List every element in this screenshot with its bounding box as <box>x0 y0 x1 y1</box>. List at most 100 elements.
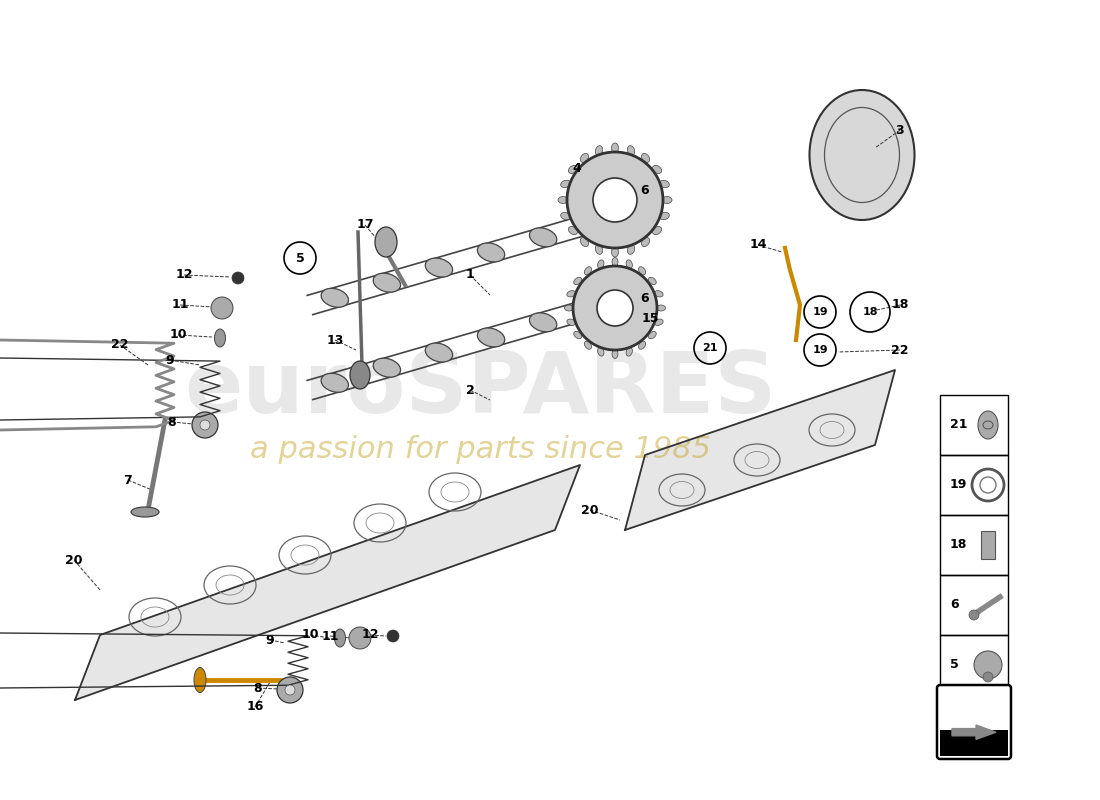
Text: a passion for parts since 1985: a passion for parts since 1985 <box>250 435 711 465</box>
Text: 7: 7 <box>123 474 132 486</box>
Ellipse shape <box>810 90 914 220</box>
Text: 19: 19 <box>950 478 967 491</box>
Text: 6: 6 <box>950 598 958 611</box>
Ellipse shape <box>564 305 573 311</box>
Text: 21: 21 <box>950 418 968 431</box>
Ellipse shape <box>612 258 618 266</box>
Ellipse shape <box>627 146 635 155</box>
Ellipse shape <box>612 143 618 153</box>
Ellipse shape <box>569 166 578 174</box>
Text: 109 02: 109 02 <box>948 695 999 708</box>
Ellipse shape <box>214 329 225 347</box>
Ellipse shape <box>574 331 582 338</box>
Text: 9: 9 <box>166 354 174 366</box>
Ellipse shape <box>581 154 589 162</box>
Circle shape <box>192 412 218 438</box>
Text: 3: 3 <box>895 123 904 137</box>
Text: 14: 14 <box>749 238 767 251</box>
Circle shape <box>211 297 233 319</box>
Text: 10: 10 <box>169 329 187 342</box>
Ellipse shape <box>584 341 592 350</box>
Ellipse shape <box>529 313 557 332</box>
Text: 21: 21 <box>702 343 717 353</box>
Text: 6: 6 <box>640 291 649 305</box>
Text: 9: 9 <box>266 634 274 646</box>
Text: 12: 12 <box>361 629 378 642</box>
Ellipse shape <box>350 361 370 389</box>
Ellipse shape <box>978 411 998 439</box>
Text: euroSPARES: euroSPARES <box>184 349 777 431</box>
Ellipse shape <box>641 154 650 162</box>
Circle shape <box>285 685 295 695</box>
Ellipse shape <box>660 180 669 188</box>
Ellipse shape <box>582 298 609 317</box>
Ellipse shape <box>375 227 397 257</box>
FancyBboxPatch shape <box>981 531 996 559</box>
Text: 12: 12 <box>175 269 192 282</box>
Ellipse shape <box>566 290 575 297</box>
Text: 4: 4 <box>573 162 582 174</box>
Text: 17: 17 <box>356 218 374 231</box>
Text: 13: 13 <box>327 334 343 346</box>
Ellipse shape <box>561 212 571 220</box>
Ellipse shape <box>595 146 603 155</box>
Text: 6: 6 <box>640 183 649 197</box>
Ellipse shape <box>574 278 582 285</box>
Polygon shape <box>75 465 580 700</box>
Text: 5: 5 <box>950 658 959 671</box>
Circle shape <box>277 677 302 703</box>
Ellipse shape <box>597 347 604 356</box>
Circle shape <box>974 651 1002 679</box>
Ellipse shape <box>657 305 665 311</box>
Ellipse shape <box>558 197 568 203</box>
Circle shape <box>232 272 244 284</box>
Ellipse shape <box>652 226 661 234</box>
Ellipse shape <box>648 278 657 285</box>
Ellipse shape <box>426 258 452 277</box>
Ellipse shape <box>612 350 618 358</box>
Text: 11: 11 <box>321 630 339 642</box>
Ellipse shape <box>612 247 618 257</box>
Text: 19: 19 <box>812 307 828 317</box>
Ellipse shape <box>561 180 571 188</box>
Ellipse shape <box>321 288 349 307</box>
Ellipse shape <box>662 197 672 203</box>
Ellipse shape <box>581 238 589 246</box>
Ellipse shape <box>426 343 452 362</box>
Circle shape <box>593 178 637 222</box>
Text: 2: 2 <box>465 383 474 397</box>
Text: 5: 5 <box>296 251 305 265</box>
Ellipse shape <box>569 226 578 234</box>
Polygon shape <box>625 370 895 530</box>
Circle shape <box>573 266 657 350</box>
Ellipse shape <box>627 245 635 254</box>
Text: 18: 18 <box>950 538 967 551</box>
Ellipse shape <box>638 266 646 275</box>
Text: 19: 19 <box>812 345 828 355</box>
Text: 15: 15 <box>641 311 659 325</box>
Ellipse shape <box>654 319 663 326</box>
Text: 18: 18 <box>862 307 878 317</box>
Text: 10: 10 <box>301 629 319 642</box>
Text: 11: 11 <box>172 298 189 311</box>
Ellipse shape <box>477 328 505 347</box>
Ellipse shape <box>321 374 349 392</box>
Circle shape <box>200 420 210 430</box>
Ellipse shape <box>626 347 632 356</box>
Text: 22: 22 <box>111 338 129 351</box>
Text: 1: 1 <box>465 269 474 282</box>
Circle shape <box>387 630 399 642</box>
Text: 20: 20 <box>581 503 598 517</box>
Text: 8: 8 <box>254 682 262 694</box>
Circle shape <box>566 152 663 248</box>
Ellipse shape <box>654 290 663 297</box>
Ellipse shape <box>638 341 646 350</box>
Ellipse shape <box>660 212 669 220</box>
Circle shape <box>969 610 979 620</box>
Ellipse shape <box>373 273 400 292</box>
Ellipse shape <box>582 213 609 232</box>
Ellipse shape <box>529 228 557 247</box>
Text: 20: 20 <box>65 554 82 566</box>
Text: 22: 22 <box>891 343 909 357</box>
Ellipse shape <box>641 238 650 246</box>
